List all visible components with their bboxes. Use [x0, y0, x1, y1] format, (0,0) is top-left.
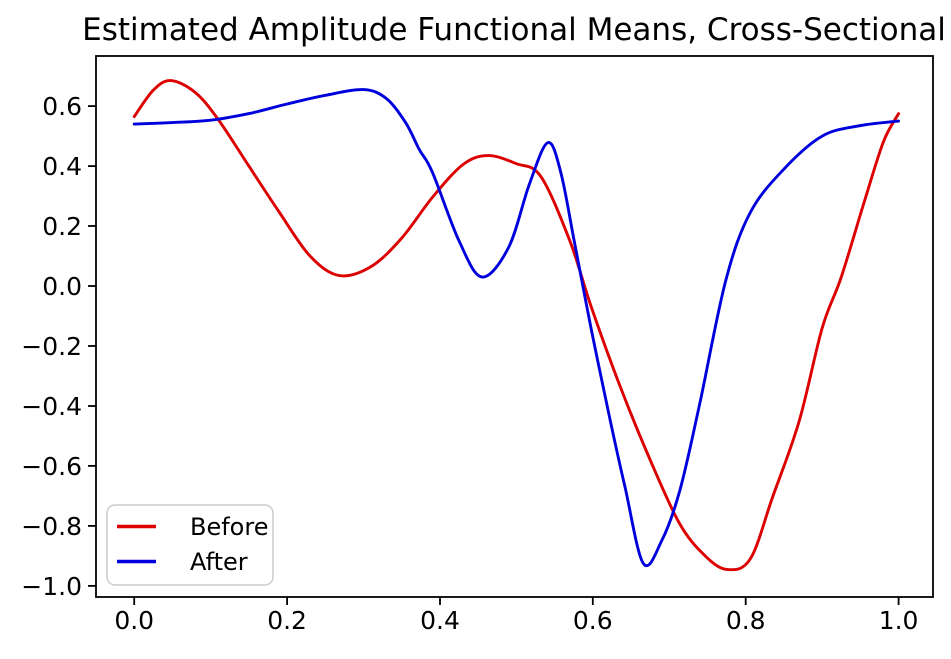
x-tick-label: 0.4 [420, 606, 460, 635]
y-tick-label: −1.0 [21, 572, 82, 601]
x-axis-ticks: 0.0 0.2 0.4 0.6 0.8 1.0 [114, 597, 918, 635]
x-tick-label: 0.2 [267, 606, 307, 635]
legend-label-before: Before [190, 513, 268, 541]
chart-title: Estimated Amplitude Functional Means, Cr… [82, 12, 946, 48]
plot-border [95, 55, 934, 598]
y-tick-label: −0.4 [21, 392, 82, 421]
y-tick-label: 0.6 [42, 92, 82, 121]
x-tick-label: 1.0 [879, 606, 919, 635]
y-tick-label: 0.0 [42, 272, 82, 301]
y-tick-label: −0.8 [21, 512, 82, 541]
x-tick-label: 0.8 [726, 606, 766, 635]
series-line-before [132, 79, 901, 572]
y-tick-label: 0.4 [42, 152, 82, 181]
x-tick-label: 0.6 [573, 606, 613, 635]
legend-label-after: After [190, 548, 248, 576]
y-tick-label: 0.2 [42, 212, 82, 241]
y-tick-label: −0.6 [21, 452, 82, 481]
series-group [132, 79, 901, 572]
y-axis-ticks: 0.6 0.4 0.2 0.0 −0.2 −0.4 −0.6 −0.8 −1.0 [21, 92, 96, 601]
series-line-after [132, 88, 901, 567]
y-tick-label: −0.2 [21, 332, 82, 361]
x-tick-label: 0.0 [114, 606, 154, 635]
legend: Before After [106, 504, 274, 586]
